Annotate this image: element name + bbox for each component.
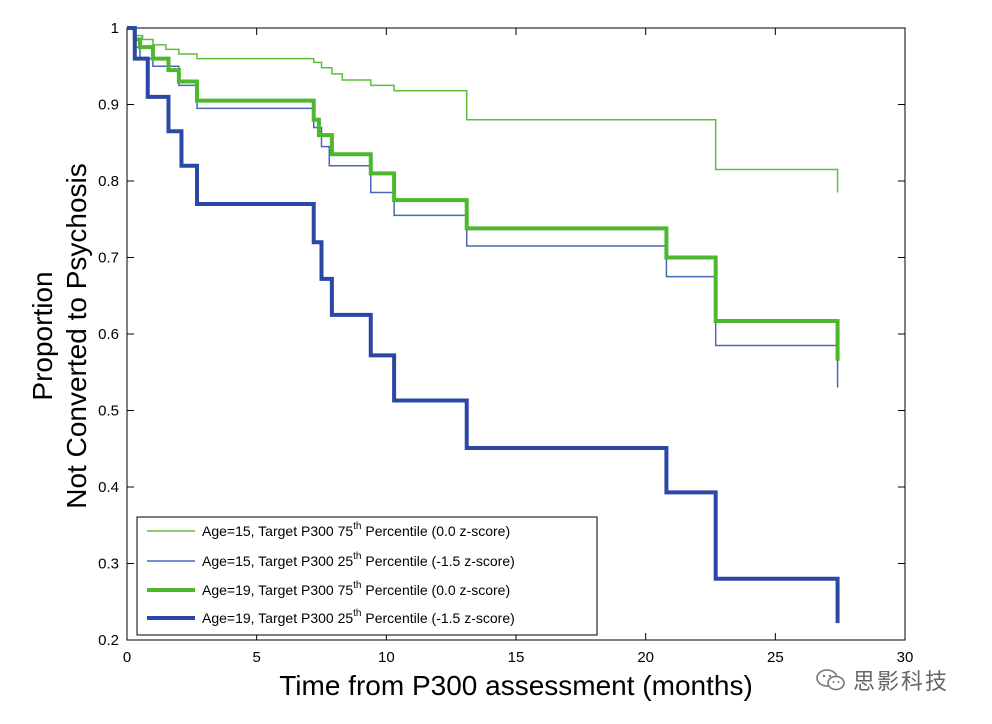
y-tick-label: 1 — [111, 20, 119, 37]
legend-label-3: Age=19, Target P300 25th Percentile (-1.… — [202, 608, 515, 626]
x-tick-label: 5 — [252, 649, 260, 666]
series-layer — [127, 26, 840, 624]
x-tick-label: 0 — [123, 649, 131, 666]
y-tick-label: 0.3 — [98, 556, 119, 573]
legend-label-2: Age=19, Target P300 75th Percentile (0.0… — [202, 580, 510, 598]
series-line-0 — [127, 27, 839, 193]
y-axis-title-line1: Proportion — [27, 271, 58, 400]
legend-box — [136, 516, 598, 636]
x-tick-label: 25 — [767, 649, 784, 666]
x-axis-title: Time from P300 assessment (months) — [279, 670, 753, 701]
legend: Age=15, Target P300 75th Percentile (0.0… — [136, 516, 598, 636]
legend-label-1: Age=15, Target P300 25th Percentile (-1.… — [202, 551, 515, 569]
x-tick-label: 15 — [508, 649, 525, 666]
y-tick-label: 0.4 — [98, 479, 119, 496]
x-tick-label: 30 — [897, 649, 914, 666]
y-axis-title-line2: Not Converted to Psychosis — [61, 163, 92, 509]
watermark: 思影科技 — [815, 664, 949, 696]
wechat-logo-icon — [816, 669, 845, 691]
axis-ticks: 0 5 10 15 20 25 30 0.2 0.3 0.4 0.5 0.6 0.7 0.8 0.9 1 — [98, 20, 913, 666]
series-line-3 — [127, 26, 840, 624]
y-tick-label: 0.9 — [98, 97, 119, 114]
y-tick-label: 0.2 — [98, 632, 119, 649]
y-tick-label: 0.5 — [98, 403, 119, 420]
y-tick-label: 0.6 — [98, 326, 119, 343]
x-tick-label: 10 — [378, 649, 395, 666]
x-tick-label: 20 — [637, 649, 654, 666]
y-tick-label: 0.7 — [98, 250, 119, 267]
watermark-text: 思影科技 — [853, 670, 950, 695]
series-line-2 — [127, 26, 840, 361]
y-tick-label: 0.8 — [98, 173, 119, 190]
legend-label-0: Age=15, Target P300 75th Percentile (0.0… — [202, 521, 510, 539]
y-axis-title: Proportion Not Converted to Psychosis — [27, 163, 92, 509]
